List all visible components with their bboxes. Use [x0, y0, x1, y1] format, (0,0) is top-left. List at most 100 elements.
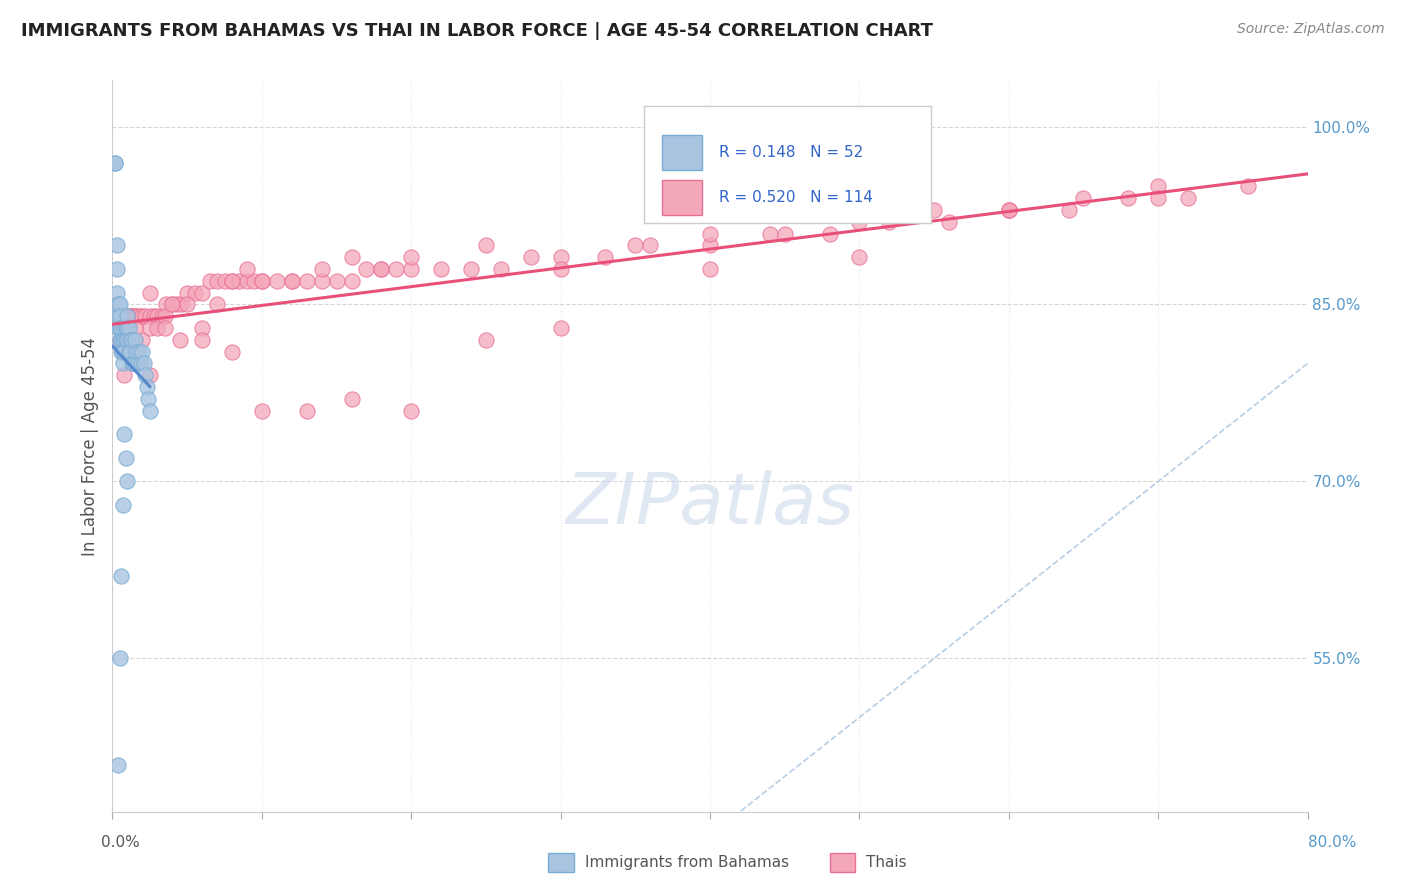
- Point: [162, 297, 183, 311]
- Point: [295, 403, 318, 417]
- Point: [340, 250, 363, 264]
- Point: [122, 356, 145, 370]
- Point: [150, 310, 173, 324]
- Point: [124, 333, 146, 347]
- Point: [640, 238, 662, 252]
- Point: [221, 274, 243, 288]
- Point: [105, 238, 128, 252]
- Point: [104, 156, 127, 170]
- Point: [111, 333, 134, 347]
- Point: [139, 403, 162, 417]
- Point: [773, 227, 796, 241]
- Point: [131, 344, 153, 359]
- Point: [153, 310, 176, 324]
- Point: [105, 262, 128, 277]
- Point: [848, 215, 870, 229]
- Point: [460, 262, 482, 277]
- Point: [938, 215, 960, 229]
- Point: [1177, 191, 1199, 205]
- Point: [146, 310, 169, 324]
- Point: [205, 297, 228, 311]
- Point: [135, 380, 157, 394]
- Point: [848, 250, 870, 264]
- Point: [111, 344, 134, 359]
- Point: [110, 568, 132, 582]
- Point: [108, 310, 131, 324]
- Point: [108, 651, 131, 665]
- Point: [124, 321, 146, 335]
- Point: [110, 344, 132, 359]
- Point: [922, 202, 945, 217]
- Point: [129, 356, 152, 370]
- Point: [281, 274, 304, 288]
- Point: [243, 274, 266, 288]
- Point: [370, 262, 392, 277]
- Point: [120, 310, 142, 324]
- Point: [115, 321, 138, 335]
- Point: [131, 333, 153, 347]
- Point: [153, 321, 176, 335]
- Point: [128, 344, 150, 359]
- Point: [998, 202, 1021, 217]
- Point: [198, 274, 221, 288]
- Point: [550, 262, 572, 277]
- Point: [108, 321, 131, 335]
- Point: [120, 333, 142, 347]
- Point: [998, 202, 1021, 217]
- Point: [121, 356, 143, 370]
- Point: [115, 333, 138, 347]
- Point: [139, 321, 162, 335]
- Point: [1237, 179, 1260, 194]
- Point: [166, 297, 188, 311]
- Point: [489, 262, 512, 277]
- Point: [107, 757, 129, 772]
- Point: [134, 368, 156, 383]
- Point: [110, 321, 132, 335]
- Point: [107, 297, 129, 311]
- Point: [228, 274, 250, 288]
- Point: [340, 274, 363, 288]
- Point: [550, 250, 572, 264]
- Point: [114, 321, 135, 335]
- Point: [122, 310, 145, 324]
- Point: [475, 238, 498, 252]
- Point: [250, 274, 273, 288]
- Point: [595, 250, 617, 264]
- Point: [117, 333, 139, 347]
- Point: [143, 310, 166, 324]
- Point: [699, 238, 721, 252]
- Point: [169, 333, 191, 347]
- Point: [250, 403, 273, 417]
- Point: [311, 262, 333, 277]
- Text: 80.0%: 80.0%: [1309, 836, 1357, 850]
- Point: [117, 475, 139, 489]
- Point: [120, 344, 142, 359]
- Point: [110, 333, 132, 347]
- Point: [250, 274, 273, 288]
- Point: [134, 310, 156, 324]
- Point: [214, 274, 236, 288]
- Point: [118, 344, 141, 359]
- Point: [121, 333, 143, 347]
- Point: [205, 274, 228, 288]
- Text: Immigrants from Bahamas: Immigrants from Bahamas: [585, 855, 789, 870]
- Point: [105, 285, 128, 300]
- Point: [340, 392, 363, 406]
- Point: [108, 333, 131, 347]
- Point: [124, 310, 146, 324]
- Point: [170, 297, 193, 311]
- Point: [139, 310, 162, 324]
- Point: [117, 310, 139, 324]
- Point: [401, 262, 423, 277]
- Point: [125, 344, 148, 359]
- Point: [139, 285, 162, 300]
- Point: [1118, 191, 1140, 205]
- Point: [121, 310, 143, 324]
- Point: [111, 356, 134, 370]
- Point: [120, 344, 142, 359]
- Point: [107, 321, 129, 335]
- Point: [356, 262, 378, 277]
- Point: [520, 250, 543, 264]
- Point: [401, 250, 423, 264]
- Point: [401, 403, 423, 417]
